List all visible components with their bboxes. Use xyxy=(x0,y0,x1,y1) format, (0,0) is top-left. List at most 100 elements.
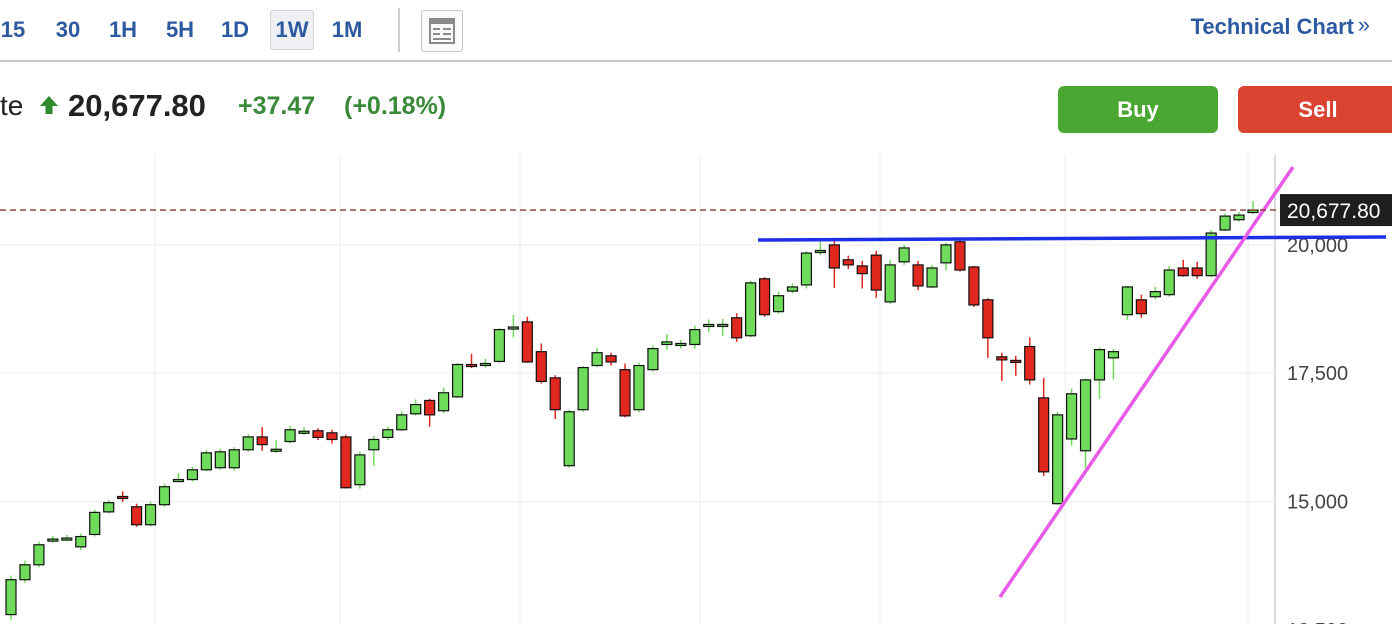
candle-body xyxy=(898,247,910,263)
candle-body xyxy=(200,452,212,471)
candle-body xyxy=(814,249,826,254)
layout-icon[interactable] xyxy=(421,10,463,52)
candle-body xyxy=(884,264,896,303)
y-tick-label: 17,500 xyxy=(1287,363,1348,385)
candle-body xyxy=(172,478,185,483)
quote-name: te xyxy=(0,90,24,121)
candle-body xyxy=(1191,267,1203,277)
candle-body xyxy=(842,259,854,266)
up-arrow xyxy=(40,96,58,114)
candle-body xyxy=(1024,345,1036,381)
candle-body xyxy=(242,436,254,451)
candle-body xyxy=(61,537,73,541)
candle-body xyxy=(982,299,994,339)
candle-body xyxy=(214,451,226,469)
candle-body xyxy=(33,544,45,566)
timeframe-selected[interactable]: 1W xyxy=(270,10,314,50)
candle-body xyxy=(298,430,310,434)
candle-body xyxy=(772,295,785,313)
candle-body xyxy=(535,351,547,383)
candle-body xyxy=(828,244,840,269)
candle-body xyxy=(75,535,87,548)
candle-body xyxy=(382,429,394,439)
quote-change: +37.47 xyxy=(238,92,316,120)
candle-body xyxy=(1205,232,1217,277)
candle-body xyxy=(940,244,952,264)
layout-icon-graphic xyxy=(429,18,455,44)
timeframe[interactable]: 1D xyxy=(220,17,250,42)
candle-body xyxy=(410,403,422,415)
candle-body xyxy=(465,363,478,368)
separator xyxy=(398,8,400,52)
candle-body xyxy=(144,504,157,526)
candle-body xyxy=(675,342,687,347)
y-tick-label: 12,500 xyxy=(1287,620,1348,624)
candle-body xyxy=(340,436,352,489)
timeframe[interactable]: 15 xyxy=(0,17,26,42)
candle-body xyxy=(186,469,199,481)
candle-body xyxy=(689,328,701,346)
candle-body xyxy=(228,449,240,469)
candle-body xyxy=(1219,215,1231,231)
candle-body xyxy=(1093,349,1106,381)
candle-body xyxy=(1010,359,1022,364)
technical-chart-link[interactable]: Technical Chart xyxy=(1190,14,1354,39)
buy-button[interactable]: Buy xyxy=(1058,86,1218,133)
candle-body xyxy=(856,265,868,275)
candle-body xyxy=(1163,269,1175,296)
candle-body xyxy=(591,352,603,367)
candle-body xyxy=(1135,299,1147,315)
candle-body xyxy=(284,429,296,443)
candle-body xyxy=(1079,379,1092,452)
candle-body xyxy=(926,267,938,288)
candle-body xyxy=(1233,214,1245,221)
candle-body xyxy=(47,538,59,542)
candle-body xyxy=(424,399,436,416)
timeframe[interactable]: 30 xyxy=(55,17,81,42)
candle-body xyxy=(954,241,966,271)
price-tag xyxy=(1280,194,1392,227)
candle-body xyxy=(354,454,366,486)
candle-body xyxy=(563,411,575,467)
candle-body xyxy=(577,366,589,411)
candle-body xyxy=(996,356,1008,361)
timeframe[interactable]: 5H xyxy=(165,17,195,42)
candle-body xyxy=(1052,414,1064,505)
y-tick-label: 20,000 xyxy=(1287,235,1348,257)
candle-body xyxy=(800,252,813,286)
candle-body xyxy=(1177,267,1189,277)
candle-body xyxy=(758,278,771,316)
price-tag-label: 20,677.80 xyxy=(1287,200,1380,223)
candle-body xyxy=(256,436,268,446)
candle-body xyxy=(731,317,743,339)
candle-body xyxy=(870,254,882,291)
sell-button[interactable]: Sell xyxy=(1238,86,1392,133)
link-chevron[interactable]: » xyxy=(1357,12,1370,37)
candle-body xyxy=(5,579,17,616)
candle-body xyxy=(438,392,450,412)
candle-body xyxy=(1121,286,1134,316)
candle-body xyxy=(479,362,492,367)
candle-body xyxy=(1038,397,1050,473)
y-tick-label: 15,000 xyxy=(1287,492,1348,514)
candle-body xyxy=(103,502,115,513)
candle-body xyxy=(661,341,673,346)
quote-change-pct: (+0.18%) xyxy=(344,92,447,120)
timeframe[interactable]: 1H xyxy=(108,17,138,42)
timeframe[interactable]: 1M xyxy=(331,17,363,42)
trendline-rising xyxy=(998,166,1295,598)
candle-body xyxy=(1149,290,1161,298)
candle-body xyxy=(703,323,715,328)
candle-body xyxy=(1107,351,1120,359)
candle-body xyxy=(89,511,101,536)
candle-body xyxy=(912,264,924,287)
candle-body xyxy=(717,323,729,328)
candle-body xyxy=(745,282,757,337)
candle-body xyxy=(1065,393,1078,440)
candle-body xyxy=(605,355,617,363)
candle-body xyxy=(507,326,519,330)
candle-body xyxy=(270,448,282,452)
candle-body xyxy=(619,369,631,417)
